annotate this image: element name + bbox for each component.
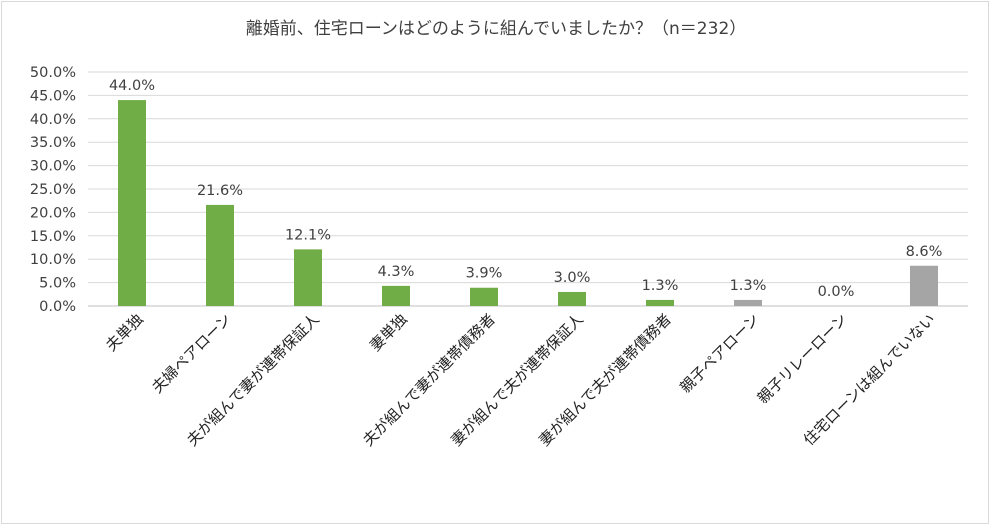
y-tick-label: 50.0% (30, 65, 76, 81)
data-label: 4.3% (378, 264, 415, 280)
bar (646, 299, 674, 306)
y-tick-label: 20.0% (30, 205, 76, 221)
y-tick-label: 35.0% (30, 135, 76, 151)
data-label: 1.3% (730, 278, 767, 294)
gridlines (88, 71, 968, 307)
category-label: 夫婦ペアローン (148, 310, 234, 396)
data-labels: 44.0% 21.6% 12.1% 4.3% 3.9% 3.0% 1.3% 1.3% 0.0% 8… (109, 78, 942, 300)
category-label: 親子ペアローン (676, 310, 762, 396)
bar (206, 204, 234, 306)
data-label: 3.9% (466, 266, 503, 282)
bar (734, 299, 762, 306)
bar (910, 265, 938, 306)
data-label: 1.3% (642, 278, 679, 294)
bar (558, 291, 586, 306)
y-tick-label: 10.0% (30, 252, 76, 268)
bars (118, 100, 938, 306)
category-label: 夫単独 (102, 310, 147, 355)
chart-title: 離婚前、住宅ローンはどのように組んでいましたか？（n＝232） (245, 19, 747, 39)
y-tick-label: 30.0% (30, 159, 76, 175)
y-tick-label: 5.0% (39, 276, 76, 292)
y-tick-label: 15.0% (30, 229, 76, 245)
data-label: 21.6% (197, 183, 243, 199)
y-tick-label: 0.0% (39, 299, 76, 315)
category-label: 親子リレーローン (754, 310, 851, 407)
y-tick-label: 25.0% (30, 182, 76, 198)
category-label: 妻単独 (366, 310, 411, 355)
data-label: 8.6% (906, 244, 943, 260)
bar (382, 285, 410, 306)
data-label: 3.0% (554, 270, 591, 286)
bar (294, 249, 322, 306)
y-tick-label: 45.0% (30, 88, 76, 104)
bar (470, 287, 498, 306)
bar (118, 100, 146, 306)
y-axis: 0.0% 5.0% 10.0% 15.0% 20.0% 25.0% 30.0% 35.0% 40… (30, 65, 76, 315)
y-tick-label: 40.0% (30, 112, 76, 128)
data-label: 12.1% (285, 227, 331, 243)
data-label: 0.0% (818, 284, 855, 300)
data-label: 44.0% (109, 78, 155, 94)
